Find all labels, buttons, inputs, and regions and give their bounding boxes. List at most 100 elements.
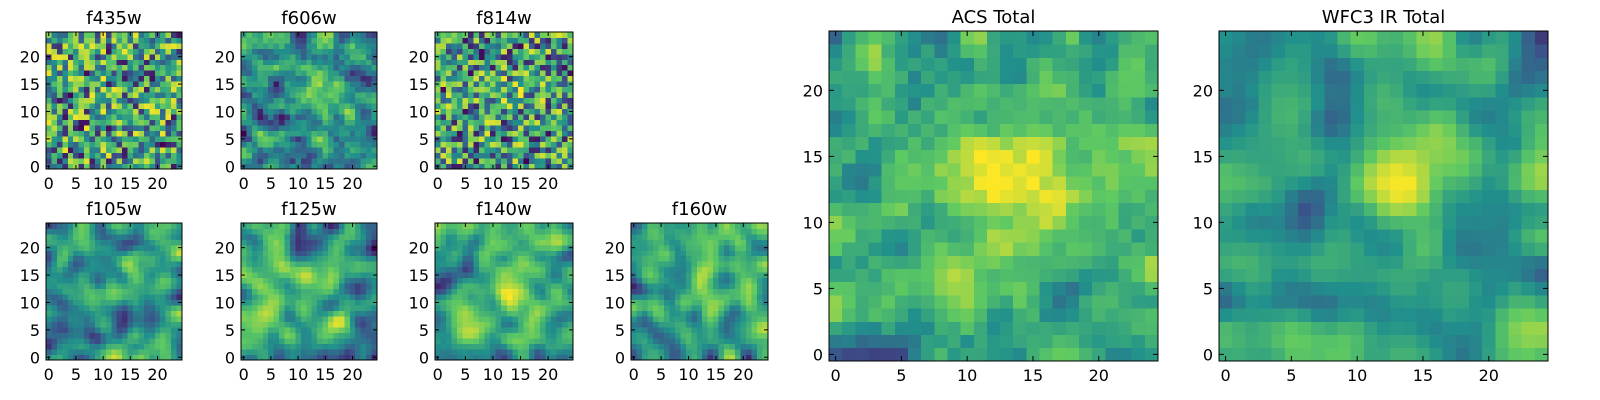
heatmap-cell — [273, 332, 280, 339]
heatmap-cell — [127, 70, 134, 77]
heatmap-cell — [534, 239, 541, 246]
heatmap-cell — [133, 64, 139, 71]
heatmap-cell — [729, 338, 736, 344]
heatmap-cell — [349, 283, 356, 290]
heatmap-cell — [344, 158, 351, 164]
heatmap-cell — [556, 261, 563, 268]
heatmap-cell — [56, 92, 63, 99]
heatmap-cell — [143, 261, 150, 268]
heatmap-cell — [440, 250, 447, 257]
heatmap-cell — [446, 59, 452, 66]
heatmap-cell — [366, 125, 372, 131]
heatmap-cell — [490, 75, 497, 82]
heatmap-cell — [947, 149, 961, 164]
heatmap-cell — [523, 332, 530, 339]
heatmap-cell — [171, 108, 177, 115]
heatmap-cell — [171, 53, 177, 60]
heatmap-cell — [550, 250, 557, 257]
heatmap-cell — [311, 108, 318, 115]
heatmap-cell — [67, 42, 74, 49]
heatmap-cell — [512, 239, 519, 246]
heatmap-cell — [78, 272, 85, 279]
heatmap-cell — [528, 244, 535, 251]
heatmap-cell — [165, 277, 172, 284]
heatmap-cell — [1000, 229, 1014, 243]
heatmap-cell — [506, 332, 513, 339]
heatmap-cell — [284, 316, 291, 322]
heatmap-cell — [468, 327, 474, 333]
heatmap-cell — [479, 81, 486, 88]
heatmap-cell — [751, 310, 758, 317]
heatmap-cell — [51, 305, 58, 312]
heatmap-cell — [855, 295, 869, 309]
heatmap-cell — [127, 338, 134, 344]
heatmap-cell — [1079, 334, 1093, 349]
heatmap-cell — [317, 125, 323, 131]
heatmap-cell — [67, 305, 74, 312]
heatmap-cell — [317, 305, 323, 312]
heatmap-cell — [349, 130, 356, 137]
heatmap-cell — [279, 141, 285, 148]
heatmap-cell — [506, 108, 513, 115]
heatmap-cell — [67, 125, 74, 131]
heatmap-cell — [100, 233, 107, 240]
heatmap-cell — [317, 261, 323, 268]
heatmap-cell — [73, 141, 79, 148]
heatmap-cell — [960, 308, 975, 322]
heatmap-cell — [165, 261, 172, 268]
heatmap-cell — [67, 321, 74, 328]
heatmap-cell — [528, 354, 535, 361]
heatmap-cell — [724, 305, 730, 312]
heatmap-cell — [257, 119, 264, 126]
heatmap-cell — [729, 321, 736, 328]
heatmap-cell — [62, 48, 69, 55]
heatmap-cell — [735, 305, 741, 312]
heatmap-cell — [501, 152, 508, 159]
heatmap-cell — [647, 327, 654, 333]
heatmap-cell — [257, 158, 264, 164]
y-tick-label: 5 — [30, 321, 40, 340]
heatmap-cell — [344, 250, 351, 257]
heatmap-cell — [534, 338, 541, 344]
heatmap-cell — [539, 228, 546, 235]
heatmap-cell — [360, 272, 367, 279]
heatmap-cell — [746, 266, 752, 273]
heatmap-cell — [284, 119, 291, 126]
heatmap-cell — [251, 42, 258, 49]
heatmap-cell — [138, 228, 145, 235]
heatmap-cell — [545, 64, 552, 71]
heatmap-cell — [56, 64, 63, 71]
heatmap-cell — [176, 119, 183, 126]
heatmap-cell — [279, 338, 285, 344]
heatmap-cell — [160, 53, 167, 60]
heatmap-cell — [534, 349, 541, 355]
heatmap-cell — [468, 294, 474, 301]
heatmap-cell — [556, 228, 563, 235]
heatmap-cell — [371, 321, 378, 328]
heatmap-cell — [149, 163, 156, 170]
heatmap-cell — [111, 86, 118, 93]
heatmap-cell — [300, 81, 307, 88]
heatmap-cell — [349, 70, 356, 77]
heatmap-cell — [534, 354, 541, 361]
heatmap-cell — [306, 152, 313, 159]
heatmap-cell — [116, 119, 123, 126]
heatmap-cell — [257, 37, 264, 44]
heatmap-cell — [484, 108, 491, 115]
heatmap-cell — [539, 327, 546, 333]
heatmap-cell — [567, 349, 574, 355]
heatmap-cell — [46, 343, 52, 350]
heatmap-cell — [512, 136, 519, 142]
heatmap-cell — [73, 321, 79, 328]
heatmap-cell — [539, 163, 546, 170]
heatmap-cell — [446, 283, 452, 290]
heatmap-cell — [462, 277, 469, 284]
heatmap-cell — [333, 239, 340, 246]
heatmap-cell — [921, 268, 935, 283]
heatmap-cell — [322, 294, 329, 301]
heatmap-cell — [46, 75, 52, 82]
heatmap-cell — [921, 347, 935, 362]
heatmap-cell — [84, 119, 90, 126]
heatmap-cell — [176, 261, 183, 268]
heatmap-cell — [539, 48, 546, 55]
